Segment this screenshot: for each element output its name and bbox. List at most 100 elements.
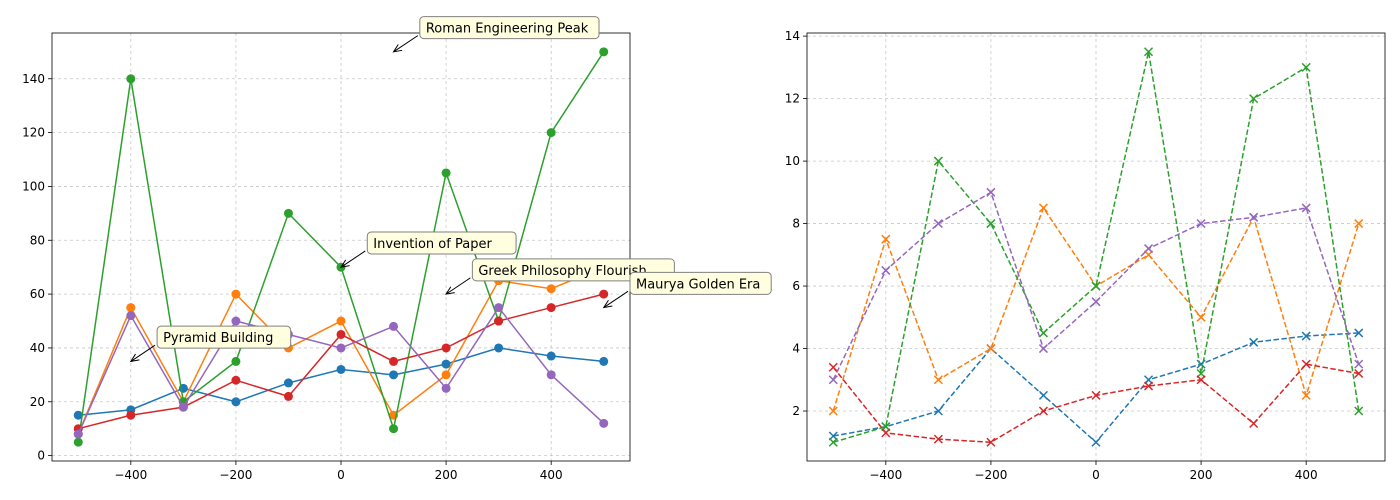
x-tick-label: 0 — [337, 468, 345, 482]
data-point — [231, 316, 241, 326]
data-point — [986, 219, 996, 229]
data-point — [73, 410, 83, 420]
annotation-text: Maurya Golden Era — [636, 277, 760, 292]
x-tick-label: 200 — [435, 468, 458, 482]
data-point — [1144, 244, 1154, 254]
data-point — [441, 359, 451, 369]
data-point — [1091, 437, 1101, 447]
data-point — [1144, 47, 1154, 57]
data-point — [126, 311, 136, 321]
annotation-arrowhead — [445, 286, 455, 295]
data-point — [986, 437, 996, 447]
annotation-arrow — [393, 35, 419, 53]
data-point — [126, 410, 136, 420]
annotation-arrow — [603, 290, 629, 308]
annotation-arrow — [340, 250, 366, 268]
axes-frame — [806, 32, 1386, 462]
data-point — [283, 208, 293, 218]
data-point — [441, 168, 451, 178]
data-point — [599, 47, 609, 57]
x-tick-label: 400 — [1295, 468, 1318, 482]
data-point — [389, 424, 399, 434]
y-tick-label: 20 — [30, 395, 45, 409]
data-point — [828, 362, 838, 372]
data-point — [231, 289, 241, 299]
annotation-box — [156, 325, 292, 349]
data-point — [599, 356, 609, 366]
data-point — [599, 418, 609, 428]
annotation: Invention of Paper — [339, 231, 517, 268]
annotation-box — [629, 271, 772, 295]
x-tick-label: −200 — [219, 468, 252, 482]
data-point — [1249, 94, 1259, 104]
x-tick-label: −400 — [114, 468, 147, 482]
data-point — [494, 316, 504, 326]
data-point — [546, 303, 556, 313]
data-point — [933, 156, 943, 166]
axes-frame — [51, 32, 631, 462]
grid — [52, 33, 630, 461]
data-point — [1196, 312, 1206, 322]
data-point — [389, 321, 399, 331]
data-point — [336, 329, 346, 339]
y-tick-label: 6 — [792, 279, 800, 293]
right-line-chart: −400 −200 0 200 400 2 4 6 8 10 12 14 — [785, 29, 1386, 482]
annotation-arrow — [130, 344, 156, 362]
data-point — [336, 364, 346, 374]
grid — [807, 33, 1385, 461]
annotation: Pyramid Building — [129, 325, 292, 363]
data-point — [1144, 381, 1154, 391]
data-point — [933, 375, 943, 385]
data-point — [1038, 344, 1048, 354]
series-5 — [828, 187, 1364, 385]
series-4 — [828, 359, 1364, 447]
annotation-box — [471, 258, 675, 282]
data-point — [336, 343, 346, 353]
data-point — [881, 428, 891, 438]
data-point — [881, 234, 891, 244]
data-point — [1301, 331, 1311, 341]
data-point — [1354, 359, 1364, 369]
y-tick-label: 0 — [37, 449, 45, 463]
data-point — [1249, 337, 1259, 347]
data-point — [1038, 390, 1048, 400]
y-tick-label: 8 — [792, 217, 800, 231]
annotation-text: Roman Engineering Peak — [426, 22, 589, 37]
data-point — [389, 356, 399, 366]
data-point — [1038, 406, 1048, 416]
y-tick-label: 4 — [792, 342, 800, 356]
data-point — [546, 351, 556, 361]
annotation-box — [366, 231, 517, 255]
data-point — [933, 434, 943, 444]
data-point — [494, 343, 504, 353]
annotation: Maurya Golden Era — [602, 271, 772, 309]
data-point — [546, 370, 556, 380]
data-point — [1249, 418, 1259, 429]
x-tick-label: 0 — [1092, 468, 1100, 482]
series-line — [833, 51, 1360, 443]
annotation: Greek Philosophy Flourish — [445, 258, 675, 295]
data-point — [126, 74, 136, 84]
data-point — [1354, 219, 1364, 229]
y-tick-label: 40 — [30, 341, 45, 355]
data-point — [828, 375, 838, 385]
data-point — [828, 406, 838, 416]
data-point — [1354, 368, 1364, 379]
data-point — [1249, 212, 1259, 222]
annotation-text: Invention of Paper — [373, 237, 492, 252]
data-point — [881, 265, 891, 275]
y-tick-label: 2 — [792, 404, 800, 418]
data-point — [1038, 203, 1048, 213]
y-tick-label: 80 — [30, 233, 45, 247]
data-point — [178, 402, 188, 412]
data-point — [828, 437, 838, 447]
x-tick-label: 200 — [1190, 468, 1213, 482]
y-tick-label: 100 — [22, 179, 45, 193]
data-point — [441, 370, 451, 380]
data-point — [1301, 390, 1311, 400]
data-point — [389, 370, 399, 380]
data-point — [494, 303, 504, 313]
annotation-arrow — [445, 277, 471, 295]
data-point — [933, 406, 943, 416]
